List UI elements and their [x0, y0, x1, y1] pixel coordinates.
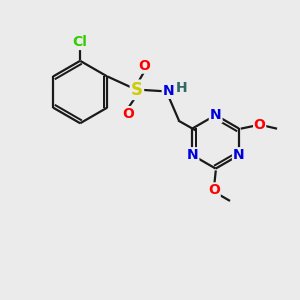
Text: N: N	[162, 84, 174, 98]
Text: O: O	[122, 106, 134, 121]
Text: H: H	[176, 81, 187, 95]
Text: Cl: Cl	[73, 35, 88, 50]
Text: N: N	[210, 108, 221, 122]
Text: O: O	[208, 183, 220, 197]
Text: N: N	[233, 148, 244, 162]
Text: O: O	[254, 118, 266, 133]
Text: N: N	[187, 148, 198, 162]
Text: S: S	[131, 81, 143, 99]
Text: O: O	[138, 59, 150, 73]
